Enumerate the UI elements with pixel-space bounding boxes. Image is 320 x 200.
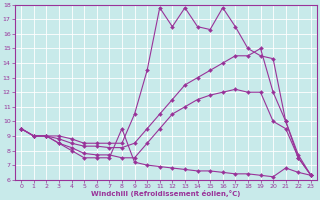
X-axis label: Windchill (Refroidissement éolien,°C): Windchill (Refroidissement éolien,°C) bbox=[91, 190, 241, 197]
